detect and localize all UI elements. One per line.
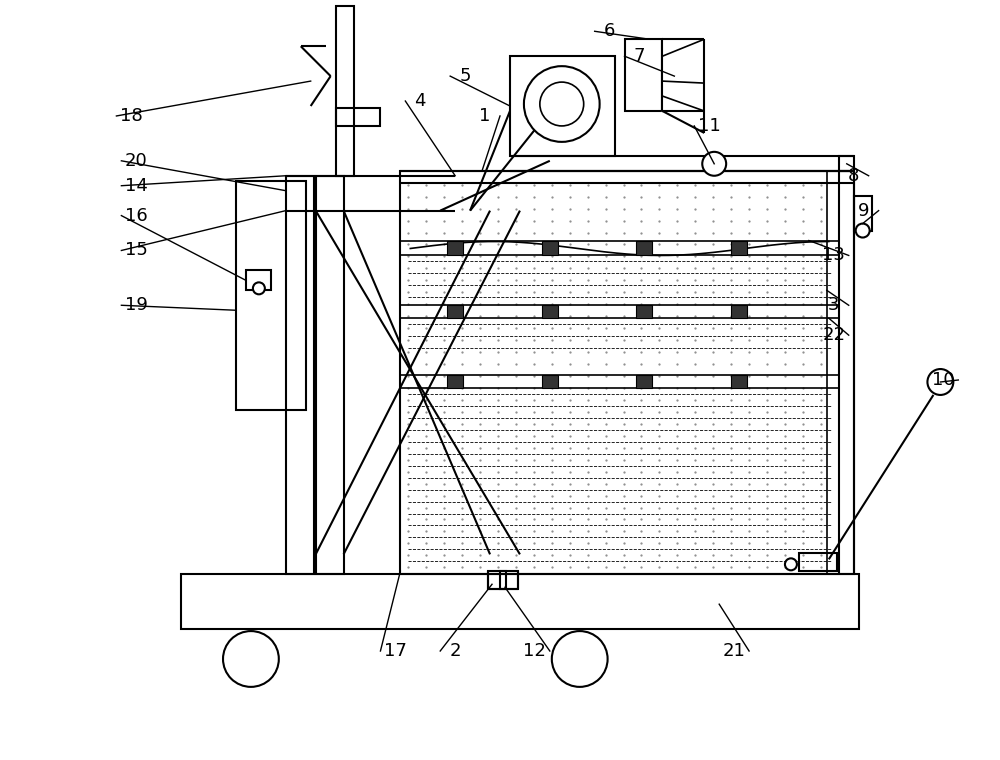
Bar bbox=[731, 375, 747, 388]
Text: 2: 2 bbox=[449, 642, 461, 660]
Bar bbox=[400, 171, 854, 575]
Text: 4: 4 bbox=[415, 92, 426, 110]
Circle shape bbox=[223, 631, 279, 687]
Bar bbox=[542, 375, 558, 388]
Bar bbox=[799, 553, 837, 572]
Text: 8: 8 bbox=[848, 166, 859, 185]
Bar bbox=[488, 572, 506, 589]
Text: 5: 5 bbox=[459, 67, 471, 85]
Bar bbox=[827, 171, 839, 575]
Text: 7: 7 bbox=[634, 47, 645, 65]
Circle shape bbox=[552, 631, 608, 687]
Text: 3: 3 bbox=[828, 296, 840, 315]
Text: 13: 13 bbox=[822, 246, 845, 264]
Bar bbox=[236, 181, 306, 410]
Text: 20: 20 bbox=[125, 152, 148, 169]
Bar bbox=[731, 306, 747, 318]
Bar bbox=[336, 108, 380, 126]
Bar bbox=[636, 375, 652, 388]
Text: 6: 6 bbox=[604, 22, 615, 40]
Circle shape bbox=[702, 152, 726, 176]
Circle shape bbox=[856, 223, 870, 238]
Circle shape bbox=[785, 559, 797, 570]
Bar bbox=[500, 572, 518, 589]
Bar bbox=[447, 240, 463, 255]
Bar bbox=[636, 240, 652, 255]
Bar bbox=[542, 306, 558, 318]
Bar bbox=[246, 271, 271, 290]
Circle shape bbox=[524, 66, 600, 142]
Text: 12: 12 bbox=[523, 642, 546, 660]
Text: 11: 11 bbox=[698, 117, 721, 135]
Text: 18: 18 bbox=[120, 107, 143, 125]
Text: 17: 17 bbox=[384, 642, 407, 660]
Text: 10: 10 bbox=[932, 371, 955, 389]
Text: 14: 14 bbox=[125, 177, 148, 195]
Bar bbox=[510, 56, 615, 156]
Text: 21: 21 bbox=[723, 642, 746, 660]
Polygon shape bbox=[662, 40, 704, 133]
Text: 15: 15 bbox=[125, 242, 148, 259]
Bar bbox=[286, 176, 314, 575]
Bar bbox=[447, 375, 463, 388]
Text: 16: 16 bbox=[125, 207, 148, 225]
Text: 1: 1 bbox=[479, 107, 491, 125]
Bar bbox=[542, 240, 558, 255]
Bar bbox=[181, 575, 859, 629]
Bar bbox=[636, 306, 652, 318]
Bar bbox=[854, 195, 872, 230]
Bar bbox=[316, 176, 344, 575]
Text: 19: 19 bbox=[125, 296, 148, 315]
Bar bbox=[336, 6, 354, 176]
Bar bbox=[731, 240, 747, 255]
Circle shape bbox=[540, 82, 584, 126]
Circle shape bbox=[927, 369, 953, 395]
Text: 22: 22 bbox=[822, 326, 845, 344]
Bar bbox=[625, 40, 662, 111]
Circle shape bbox=[253, 283, 265, 294]
Text: 9: 9 bbox=[858, 201, 869, 220]
Bar bbox=[447, 306, 463, 318]
Bar bbox=[839, 156, 854, 171]
